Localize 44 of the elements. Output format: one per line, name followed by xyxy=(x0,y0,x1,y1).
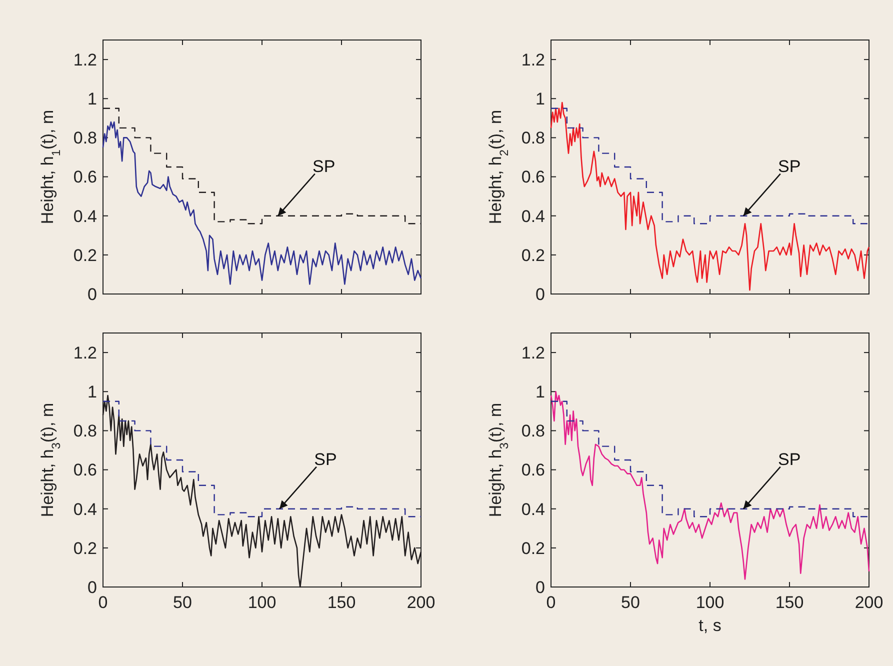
annotation: SP xyxy=(778,450,801,469)
x-tick-label: 200 xyxy=(854,593,884,612)
x-tick-label: 200 xyxy=(406,593,436,612)
x-tick-label: 100 xyxy=(248,593,276,612)
x-tick-label: 100 xyxy=(696,593,724,612)
x-tick-label: 50 xyxy=(621,593,640,612)
y-tick-label: 0.4 xyxy=(521,500,545,519)
line-series xyxy=(550,102,870,291)
y-tick-label: 1.2 xyxy=(521,343,545,362)
y-tick-label: 0.2 xyxy=(521,246,545,265)
y-tick-label: 1 xyxy=(88,382,97,402)
y-tick-label: 1 xyxy=(536,382,545,402)
y-tick-label: 0.2 xyxy=(73,538,97,558)
x-axis-title: t, s xyxy=(698,616,722,635)
annotation: SP xyxy=(778,156,801,176)
y-tick-label: 1 xyxy=(536,90,545,109)
y-tick-label: 0.4 xyxy=(73,206,97,226)
y-tick-label: 0.6 xyxy=(73,168,97,187)
x-tick-label: 150 xyxy=(775,593,804,612)
y-tick-label: 1.2 xyxy=(521,50,545,70)
y-tick-label: 0.6 xyxy=(521,460,545,480)
y-tick-label: 1.2 xyxy=(73,50,97,70)
y-tick-label: 0 xyxy=(536,578,545,597)
y-tick-label: 0 xyxy=(88,578,97,597)
y-tick-label: 0.4 xyxy=(521,206,545,226)
x-tick-label: 150 xyxy=(327,593,356,612)
y-tick-label: 1.2 xyxy=(73,343,97,362)
y-tick-label: 0.8 xyxy=(73,128,97,148)
y-tick-label: 0.8 xyxy=(73,422,97,441)
line-series xyxy=(550,390,870,580)
y-tick-label: 0 xyxy=(536,284,545,304)
line-series xyxy=(102,121,422,285)
y-tick-label: 0.8 xyxy=(521,128,545,148)
y-tick-label: 1 xyxy=(88,90,97,109)
y-tick-label: 0.6 xyxy=(521,168,545,187)
y-tick-label: 0.2 xyxy=(73,246,97,265)
x-tick-label: 50 xyxy=(173,593,192,612)
annotation: SP xyxy=(314,450,337,469)
y-tick-label: 0.4 xyxy=(73,500,97,519)
y-tick-label: 0.8 xyxy=(521,422,545,441)
y-tick-label: 0.6 xyxy=(73,460,97,480)
y-tick-label: 0 xyxy=(88,284,97,304)
annotation: SP xyxy=(312,156,336,176)
y-tick-label: 0.2 xyxy=(521,538,545,558)
